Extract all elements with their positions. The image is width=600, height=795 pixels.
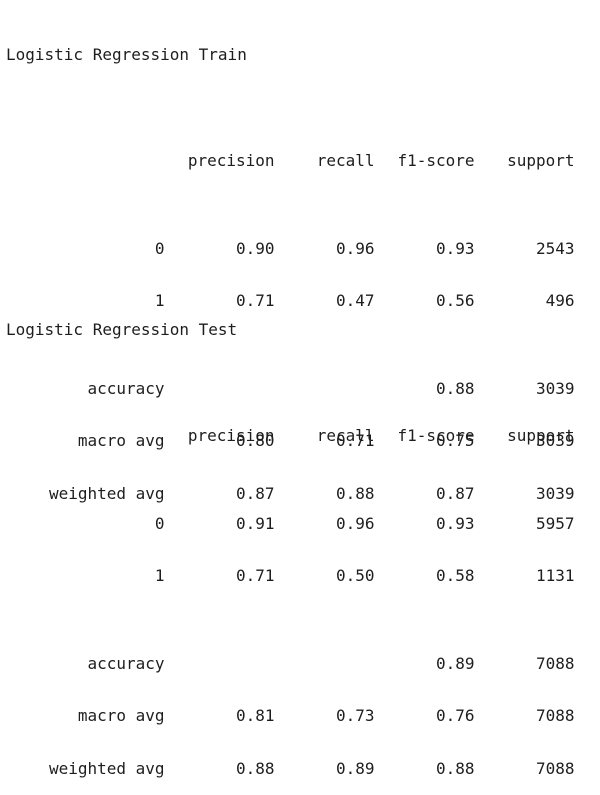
precision-value: 0.80	[236, 431, 275, 450]
macro-avg-row: macro avg 0.81 0.73 0.76 7088	[6, 690, 575, 724]
support-value: 3039	[536, 378, 575, 398]
f1-score-value: 0.56	[436, 291, 475, 310]
f1-score-value: 0.88	[436, 378, 475, 398]
precision-value: 0.71	[236, 291, 275, 310]
recall-value: 0.89	[336, 758, 375, 778]
row-label: weighted avg	[48, 758, 165, 778]
f1-score-value: 0.89	[436, 653, 475, 673]
recall-value: 0.88	[336, 483, 375, 503]
support-value: 2543	[536, 238, 575, 258]
header-recall: recall	[316, 150, 375, 170]
header-support: support	[507, 150, 575, 170]
support-value: 7088	[536, 706, 575, 725]
row-label: weighted avg	[48, 483, 165, 503]
report-header-row: precision recall f1-score support	[6, 409, 575, 443]
support-value: 7088	[536, 653, 575, 673]
f1-score-value: 0.58	[436, 566, 475, 585]
row-label: 0	[154, 513, 165, 533]
accuracy-row: accuracy 0.88 3039	[6, 362, 574, 396]
header-f1-score: f1-score	[397, 150, 475, 170]
header-support: support	[507, 425, 575, 445]
support-value: 496	[545, 291, 575, 310]
class-row-1: 1 0.71 0.47 0.56 496	[6, 275, 575, 309]
recall-value: 0.96	[336, 513, 375, 533]
precision-value: 0.88	[236, 758, 275, 778]
recall-value: 0.73	[336, 706, 375, 725]
precision-value: 0.87	[236, 483, 275, 503]
header-f1-score: f1-score	[397, 425, 475, 445]
row-label: 1	[154, 291, 165, 310]
support-value: 7088	[536, 758, 575, 778]
support-value: 1131	[536, 566, 575, 585]
row-label: accuracy	[87, 653, 165, 673]
precision-value: 0.90	[236, 238, 275, 258]
f1-score-value: 0.75	[436, 431, 475, 450]
f1-score-value: 0.76	[436, 706, 475, 725]
support-value: 3039	[536, 483, 575, 503]
report-title: Logistic Regression Test	[6, 320, 238, 339]
support-value: 3039	[536, 431, 575, 450]
precision-value: 0.91	[236, 513, 275, 533]
row-label: macro avg	[77, 706, 165, 725]
header-recall: recall	[316, 425, 375, 445]
weighted-avg-row: weighted avg 0.87 0.88 0.87 3039	[6, 467, 575, 501]
row-label: 1	[154, 566, 165, 585]
recall-value: 0.50	[336, 566, 375, 585]
f1-score-value: 0.88	[436, 758, 475, 778]
class-row-1: 1 0.71 0.50 0.58 1131	[6, 550, 575, 584]
row-label: 0	[154, 238, 165, 258]
precision-value: 0.71	[236, 566, 275, 585]
weighted-avg-row: weighted avg 0.88 0.89 0.88 7088	[6, 742, 575, 776]
precision-value: 0.81	[236, 706, 275, 725]
f1-score-value: 0.93	[436, 513, 475, 533]
recall-value: 0.71	[336, 431, 375, 450]
accuracy-row: accuracy 0.89 7088	[6, 637, 574, 671]
support-value: 5957	[536, 513, 575, 533]
header-precision: precision	[187, 150, 275, 170]
macro-avg-row: macro avg 0.80 0.71 0.75 3039	[6, 415, 575, 449]
class-row-0: 0 0.90 0.96 0.93 2543	[6, 222, 575, 256]
test-classification-report: Logistic Regression Test precision recall…	[6, 286, 575, 777]
report-title: Logistic Regression Train	[6, 45, 247, 64]
f1-score-value: 0.93	[436, 238, 475, 258]
train-classification-report: Logistic Regression Train precision recal…	[6, 11, 575, 502]
f1-score-value: 0.87	[436, 483, 475, 503]
report-header-row: precision recall f1-score support	[6, 134, 575, 168]
header-precision: precision	[187, 425, 275, 445]
recall-value: 0.96	[336, 238, 375, 258]
row-label: macro avg	[77, 431, 165, 450]
row-label: accuracy	[87, 378, 165, 398]
recall-value: 0.47	[336, 291, 375, 310]
